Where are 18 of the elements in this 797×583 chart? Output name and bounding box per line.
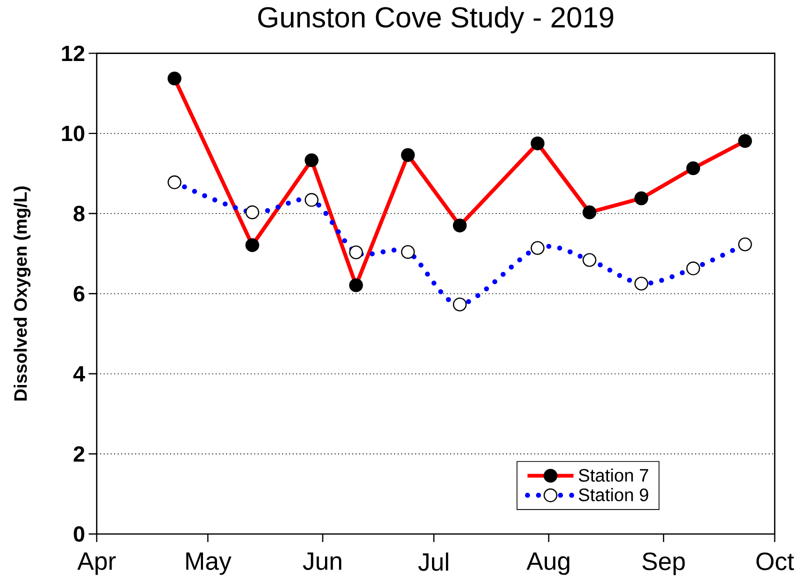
x-tick-label: Aug (526, 552, 570, 575)
x-tick-label: Jul (418, 552, 448, 571)
x-tick-label: May (186, 552, 232, 575)
y-axis-title: Dissolved Oxygen (mg/L) (14, 186, 31, 400)
legend-label: Station 9 (578, 488, 648, 502)
y-tick-label: 4 (73, 366, 86, 382)
x-tick-label: Oct (756, 552, 794, 570)
y-tick-label: 0 (74, 526, 84, 542)
x-tick-label: Apr (77, 552, 116, 575)
x-tick-label: Jun (302, 552, 342, 570)
legend-label: Station 7 (578, 468, 648, 482)
chart-title: Gunston Cove Study - 2019 (258, 6, 614, 34)
y-tick-label: 8 (74, 206, 85, 222)
y-tick-label: 12 (62, 46, 84, 61)
y-tick-label: 2 (74, 446, 84, 462)
y-tick-label: 6 (74, 286, 84, 302)
x-tick-label: Sep (642, 552, 685, 576)
y-tick-label: 10 (62, 126, 84, 142)
